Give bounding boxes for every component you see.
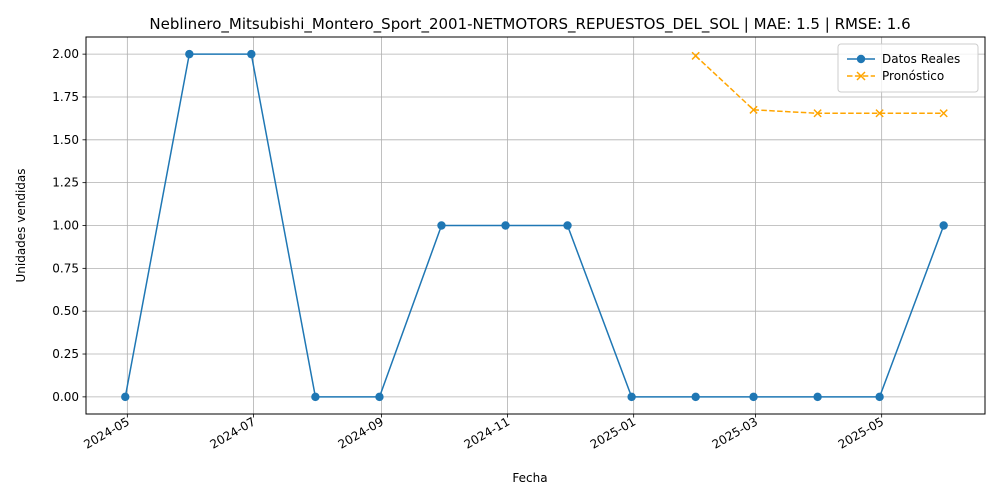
data-point-datos-reales xyxy=(247,49,256,59)
y-tick-label: 1.75 xyxy=(52,90,79,104)
y-tick-label: 0.00 xyxy=(52,390,79,404)
data-point-pronostico xyxy=(691,51,700,60)
data-point-datos-reales xyxy=(375,392,384,402)
data-point-datos-reales xyxy=(437,221,446,230)
data-point-datos-reales xyxy=(939,221,948,230)
series-line-datos-reales xyxy=(124,53,945,398)
y-tick-label: 1.00 xyxy=(52,219,79,233)
y-axis-title: Unidades vendidas xyxy=(14,168,28,282)
y-tick-label: 0.50 xyxy=(52,304,79,318)
data-point-pronostico xyxy=(749,105,758,114)
data-point-pronostico xyxy=(813,109,822,118)
data-point-datos-reales xyxy=(813,392,822,402)
series-layer xyxy=(121,49,948,402)
data-point-datos-reales xyxy=(875,392,884,402)
legend-marker-pronostico xyxy=(856,71,866,81)
data-point-datos-reales xyxy=(121,392,130,402)
x-axis-title: Fecha xyxy=(512,471,547,485)
data-point-datos-reales xyxy=(563,221,572,230)
legend-label-pronostico: Pronóstico xyxy=(882,69,944,83)
y-tick-label: 2.00 xyxy=(52,47,79,61)
legend-box xyxy=(837,43,979,93)
data-point-datos-reales xyxy=(691,392,700,402)
y-tick-label: 0.75 xyxy=(52,261,79,275)
data-point-pronostico xyxy=(875,109,884,118)
legend-marker-datos-reales xyxy=(856,54,866,64)
legend-label-datos-reales: Datos Reales xyxy=(882,52,960,66)
data-point-datos-reales xyxy=(185,49,194,59)
data-point-datos-reales xyxy=(627,392,636,402)
chart-title: Neblinero_Mitsubishi_Montero_Sport_2001-… xyxy=(149,15,910,34)
data-point-pronostico xyxy=(939,109,948,118)
legend: Datos Reales Pronóstico xyxy=(837,43,979,93)
y-tick-label: 1.25 xyxy=(52,176,79,190)
y-tick-label: 0.25 xyxy=(52,347,79,361)
data-point-datos-reales xyxy=(749,392,758,402)
y-tick-label: 1.50 xyxy=(52,133,79,147)
data-point-datos-reales xyxy=(311,392,320,402)
data-point-datos-reales xyxy=(501,221,510,230)
